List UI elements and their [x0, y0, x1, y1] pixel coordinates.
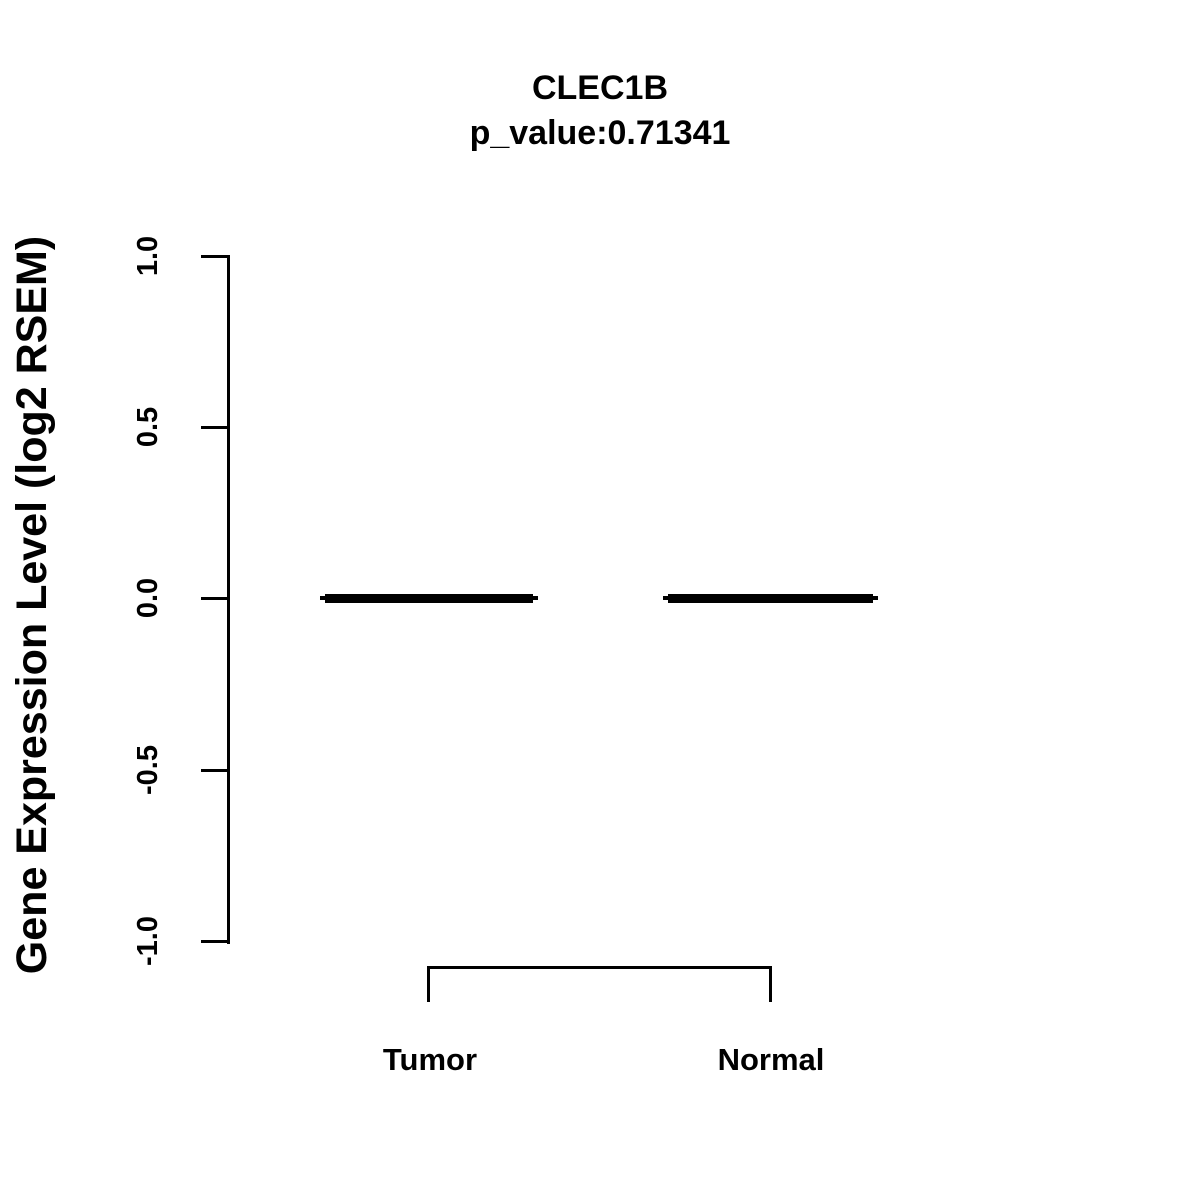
- y-tick-mark: [201, 255, 230, 258]
- comparison-bracket: [427, 966, 772, 1002]
- chart-title: CLEC1B: [531, 69, 669, 107]
- y-tick-mark: [201, 940, 230, 943]
- x-group-label-normal: Normal: [717, 1042, 825, 1077]
- y-tick-label: 0.5: [132, 406, 164, 448]
- x-group-label-tumor: Tumor: [382, 1042, 478, 1077]
- title-block: CLEC1B p_value:0.71341: [230, 66, 970, 156]
- boxplot-median-tumor: [325, 594, 533, 603]
- y-tick-mark: [201, 426, 230, 429]
- y-tick-mark: [201, 597, 230, 600]
- boxplot-median-normal: [668, 594, 873, 603]
- chart-subtitle-pvalue: p_value:0.71341: [469, 114, 731, 152]
- y-tick-mark: [201, 769, 230, 772]
- y-tick-label: -0.5: [132, 745, 164, 795]
- y-tick-label: -1.0: [132, 916, 164, 966]
- y-tick-label: 0.0: [132, 577, 164, 619]
- y-tick-label: 1.0: [132, 235, 164, 277]
- y-axis-title: Gene Expression Level (log2 RSEM): [8, 235, 56, 975]
